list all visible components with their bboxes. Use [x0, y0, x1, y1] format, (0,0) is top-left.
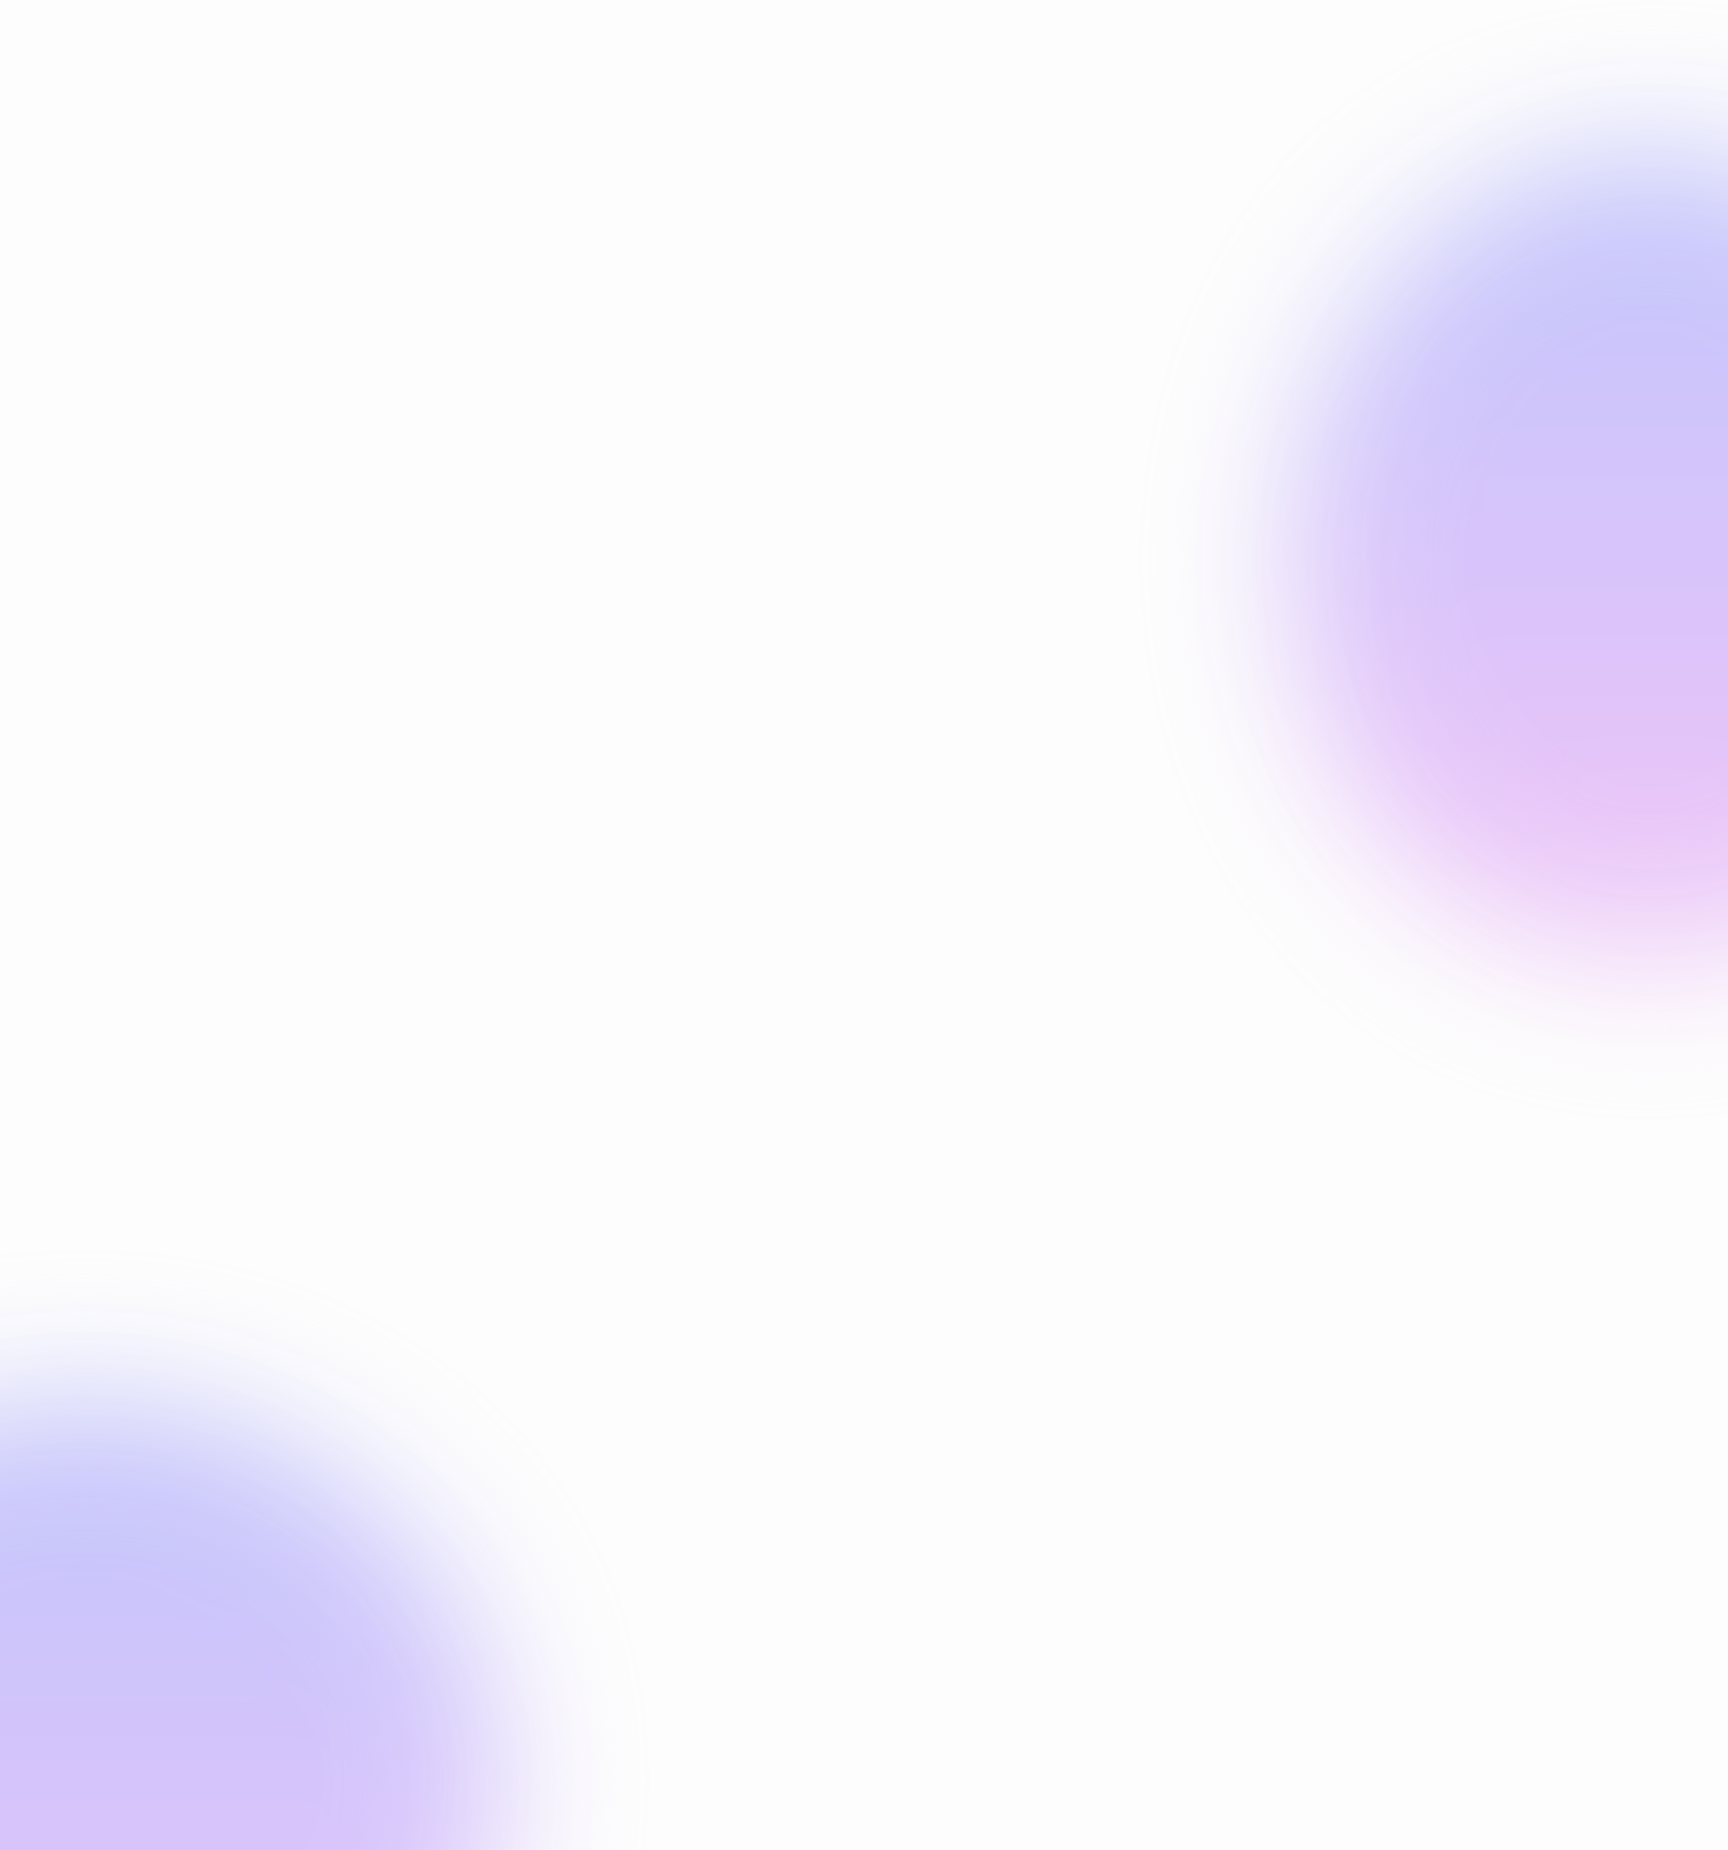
gradient-blob-top-right: [1290, 150, 1728, 970]
gradient-blob-bottom-left: [0, 1400, 500, 1850]
